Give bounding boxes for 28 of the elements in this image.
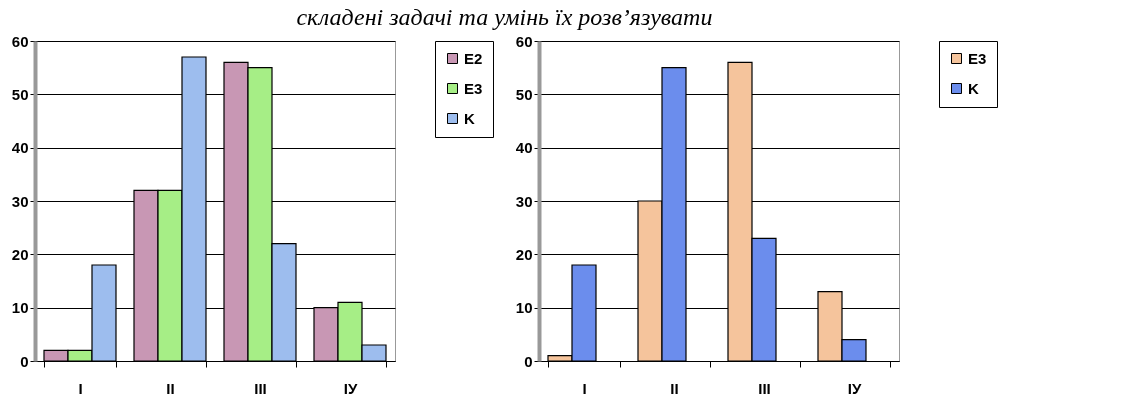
- legend-label: K: [464, 109, 475, 127]
- y-tick-label: 40: [515, 139, 533, 157]
- x-tick-label: IУ: [847, 379, 862, 397]
- text: складені задачі та умінь їх розв’язувати: [296, 3, 713, 30]
- y-tick-label: 30: [11, 192, 29, 210]
- x-tick-label: I: [78, 379, 83, 397]
- x-tick-label: II: [670, 379, 679, 397]
- y-tick-label: 10: [515, 299, 533, 317]
- y-tick-label: 20: [11, 245, 29, 263]
- y-tick-label: 0: [524, 352, 533, 370]
- legend-label: E3: [464, 79, 483, 97]
- x-tick-label: IУ: [343, 379, 358, 397]
- y-tick-label: 10: [11, 299, 29, 317]
- y-tick-label: 0: [20, 352, 29, 370]
- y-tick-label: 30: [515, 192, 533, 210]
- y-tick-label: 50: [11, 85, 29, 103]
- y-tick-label: 60: [515, 32, 533, 50]
- x-tick-label: II: [166, 379, 175, 397]
- legend-label: E2: [464, 49, 483, 67]
- y-tick-label: 60: [11, 32, 29, 50]
- legend-label: K: [968, 79, 979, 97]
- legend-label: E3: [968, 49, 987, 67]
- x-tick-label: III: [758, 379, 771, 397]
- x-tick-label: I: [582, 379, 587, 397]
- y-tick-label: 20: [515, 245, 533, 263]
- x-tick-label: III: [254, 379, 267, 397]
- y-tick-label: 40: [11, 139, 29, 157]
- y-tick-label: 50: [515, 85, 533, 103]
